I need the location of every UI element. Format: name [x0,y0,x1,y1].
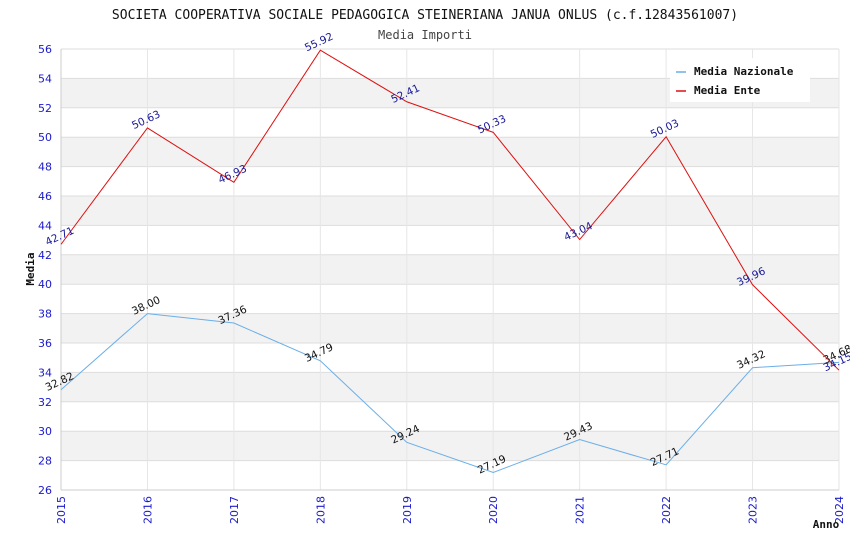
legend: Media Nazionale Media Ente [670,58,810,102]
y-tick-label: 42 [38,249,52,262]
y-axis-ticks: 26 28 30 32 34 36 38 40 42 44 46 48 50 52 54 56 [38,43,52,497]
y-tick-label: 36 [38,337,52,350]
grid-band [61,313,839,343]
y-tick-label: 54 [38,72,52,85]
y-tick-label: 34 [38,366,52,379]
x-tick-label: 2017 [228,496,241,524]
y-axis-label: Media [24,252,37,285]
x-tick-label: 2020 [487,496,500,524]
x-axis-ticks: 2015 2016 2017 2018 2019 2020 2021 2022 2023 2024 [55,496,846,524]
grid-band [61,196,839,226]
grid-band [61,284,839,314]
x-tick-label: 2023 [747,496,760,524]
grid-band [61,107,839,138]
y-tick-label: 44 [38,219,52,232]
y-tick-label: 26 [38,484,52,497]
y-tick-label: 30 [38,425,52,438]
series-line-media-ente [60,49,840,371]
y-tick-label: 48 [38,161,52,174]
grid-lines [60,48,840,491]
x-tick-label: 2015 [55,496,68,524]
legend-label-media-ente: Media Ente [694,84,761,97]
y-tick-label: 32 [38,396,52,409]
x-tick-label: 2021 [574,496,587,524]
grid-band [61,372,839,402]
x-tick-label: 2019 [401,496,414,524]
y-tick-label: 50 [38,131,52,144]
grid-band [61,225,839,255]
chart-subtitle: Media Importi [378,28,472,42]
x-tick-label: 2018 [314,496,327,524]
series-line-media-nazionale [60,313,840,474]
x-tick-label: 2024 [833,496,846,524]
y-tick-label: 38 [38,308,52,321]
x-tick-label: 2022 [660,496,673,524]
y-tick-label: 56 [38,43,52,56]
y-tick-label: 28 [38,455,52,468]
grid-band [61,460,839,490]
grid-bands [61,49,839,490]
grid-band [61,166,839,196]
x-axis-label: Anno [813,518,840,531]
y-tick-label: 46 [38,190,52,203]
grid-band [61,254,839,285]
grid-band [61,137,839,167]
legend-box [670,58,810,102]
grid-band [61,343,839,373]
grid-band [61,401,839,432]
y-tick-label: 40 [38,278,52,291]
x-tick-label: 2016 [141,496,154,524]
grid-band [61,431,839,461]
chart-title: SOCIETA COOPERATIVA SOCIALE PEDAGOGICA S… [112,8,738,23]
legend-label-media-nazionale: Media Nazionale [694,65,794,78]
y-tick-label: 52 [38,102,52,115]
